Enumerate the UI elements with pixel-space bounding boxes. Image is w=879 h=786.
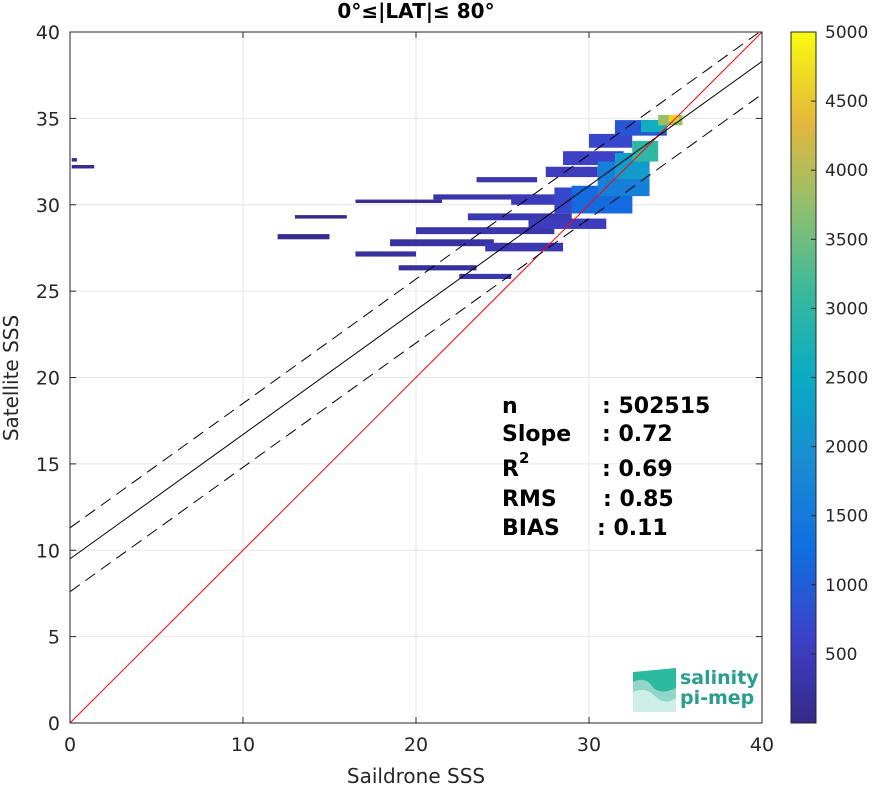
y-tick-label: 35 xyxy=(36,108,60,130)
wave-logo-icon xyxy=(633,668,676,712)
x-tick-label: 10 xyxy=(231,734,255,756)
stat-label-n: n xyxy=(502,394,518,419)
density-cell xyxy=(467,213,572,221)
density-cell xyxy=(589,133,633,148)
density-cell xyxy=(390,239,494,247)
density-cell xyxy=(355,251,416,257)
density-cell xyxy=(71,158,77,162)
colorbar-tick-label: 1500 xyxy=(825,507,868,527)
regression-upper-line xyxy=(70,32,761,529)
y-tick-label: 40 xyxy=(36,22,60,44)
density-cell xyxy=(294,215,347,219)
colorbar-tick-label: 3000 xyxy=(825,299,868,319)
density-cell xyxy=(433,194,538,200)
logo-line1: salinity xyxy=(680,667,759,689)
density-cell xyxy=(511,194,581,205)
stat-label-rms: RMS xyxy=(502,487,557,512)
colorbar-tick-label: 3500 xyxy=(825,230,868,250)
y-tick-label: 20 xyxy=(36,368,60,390)
density-cell xyxy=(545,166,598,178)
stat-value-r2: : 0.69 xyxy=(602,457,673,482)
stat-value-n: : 502515 xyxy=(602,394,710,419)
colorbar-ticks: 500 1000 1500 2000 2500 3000 3500 4000 4500 5000 xyxy=(811,23,868,665)
density-cell xyxy=(476,177,538,183)
x-tick-label: 20 xyxy=(404,734,428,756)
colorbar-tick-label: 1000 xyxy=(825,576,868,596)
stat-label-slope: Slope xyxy=(502,422,571,447)
density-cell xyxy=(416,227,555,235)
density-cell xyxy=(459,273,512,280)
axis-ticks: 0 10 20 30 40 0 5 10 15 20 25 30 35 40 xyxy=(36,22,774,756)
regression-lower-line xyxy=(70,93,762,593)
colorbar-tick-label: 4500 xyxy=(825,92,868,112)
colorbar-tick-label: 2000 xyxy=(825,438,868,458)
density-cell xyxy=(632,140,659,162)
y-tick-label: 10 xyxy=(36,540,60,562)
colorbar-tick-label: 5000 xyxy=(825,23,868,43)
salinity-pimep-logo: salinity pi-mep xyxy=(633,667,759,712)
colorbar-tick-label: 500 xyxy=(825,645,857,665)
plot-title: 0°≤|LAT|≤ 80° xyxy=(337,0,494,23)
density-cell xyxy=(668,114,679,122)
colorbar-tick-label: 2500 xyxy=(825,369,868,389)
y-tick-label: 25 xyxy=(36,281,60,303)
stat-value-bias: : 0.11 xyxy=(597,516,668,541)
density-heatmap xyxy=(71,114,683,280)
density-cell xyxy=(71,165,95,169)
stat-value-rms: : 0.85 xyxy=(603,487,674,512)
stat-label-r2-superscript: 2 xyxy=(519,449,529,467)
x-axis-title: Saildrone SSS xyxy=(347,764,485,786)
y-tick-label: 15 xyxy=(36,454,60,476)
density-cell xyxy=(528,218,607,229)
colorbar: 500 1000 1500 2000 2500 3000 3500 4000 4500 5000 xyxy=(790,23,868,724)
stat-label-bias: BIAS xyxy=(502,516,560,541)
density-cell xyxy=(398,265,477,271)
y-tick-label: 5 xyxy=(48,627,60,649)
stats-box: n : 502515 Slope : 0.72 R 2 : 0.69 RMS :… xyxy=(502,394,710,541)
regression-line xyxy=(70,60,762,560)
x-tick-label: 0 xyxy=(64,734,76,756)
density-cell xyxy=(355,199,442,204)
y-axis-title: Satellite SSS xyxy=(0,315,23,441)
stat-label-r2: R xyxy=(502,457,519,482)
stat-value-slope: : 0.72 xyxy=(602,422,673,447)
density-cell xyxy=(563,151,624,166)
y-tick-label: 0 xyxy=(48,713,60,735)
x-tick-label: 30 xyxy=(577,734,601,756)
y-tick-label: 30 xyxy=(36,195,60,217)
density-cell xyxy=(277,234,330,240)
colorbar-tick-label: 4000 xyxy=(825,161,868,181)
x-tick-label: 40 xyxy=(750,734,774,756)
fit-lines xyxy=(70,32,762,723)
density-cell xyxy=(485,242,564,252)
identity-line xyxy=(70,32,762,723)
logo-line2: pi-mep xyxy=(680,687,754,709)
